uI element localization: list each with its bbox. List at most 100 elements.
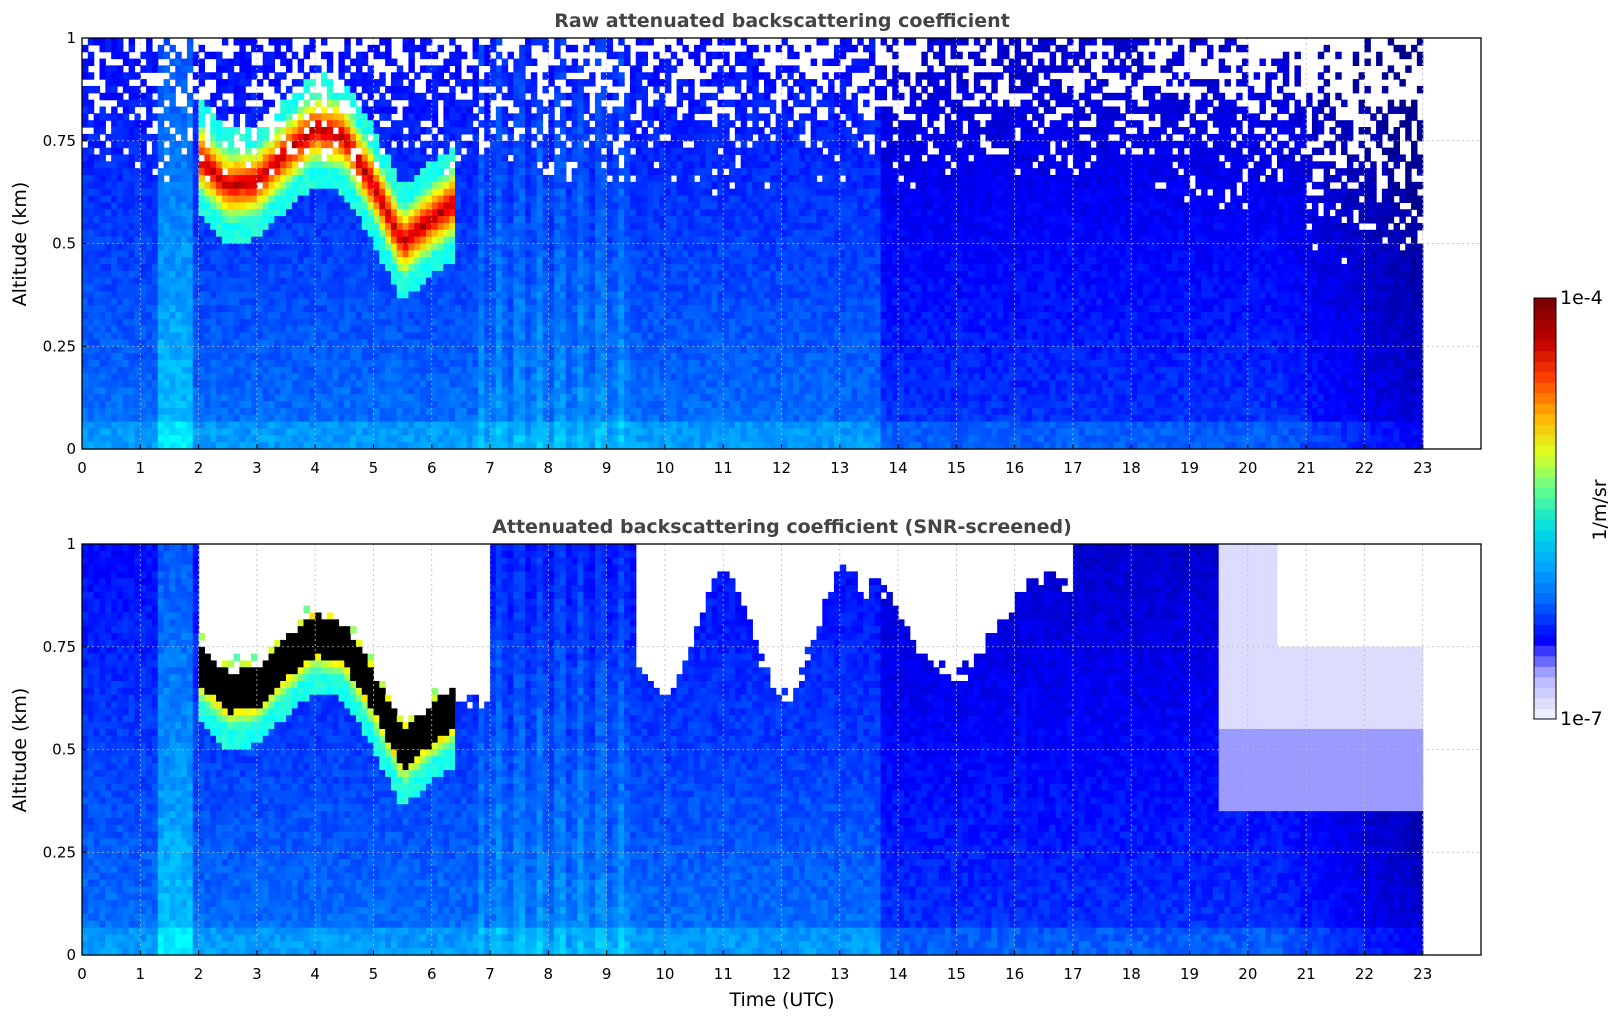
heatmap-column bbox=[379, 38, 386, 450]
heatmap-cell bbox=[251, 387, 258, 395]
heatmap-cell bbox=[501, 264, 509, 272]
heatmap-cell bbox=[478, 257, 485, 265]
heatmap-cell bbox=[455, 79, 462, 87]
heatmap-cell bbox=[280, 222, 287, 231]
heatmap-cell bbox=[286, 85, 293, 94]
heatmap-cell bbox=[181, 72, 188, 80]
heatmap-cell bbox=[163, 51, 171, 60]
heatmap-cell bbox=[192, 284, 200, 293]
heatmap-cell bbox=[256, 305, 264, 313]
heatmap-cell bbox=[449, 175, 456, 183]
heatmap-cell bbox=[321, 401, 328, 409]
heatmap-cell bbox=[519, 421, 526, 430]
heatmap-cell bbox=[385, 243, 392, 251]
heatmap-cell bbox=[122, 353, 130, 361]
heatmap-cell bbox=[449, 99, 456, 108]
heatmap-cell bbox=[134, 305, 141, 313]
heatmap-cell bbox=[128, 44, 136, 53]
heatmap-cell bbox=[414, 421, 421, 430]
heatmap-cell bbox=[490, 339, 497, 347]
heatmap-cell bbox=[221, 222, 229, 231]
heatmap-cell bbox=[204, 421, 211, 430]
heatmap-column bbox=[373, 44, 380, 450]
heatmap-cell bbox=[530, 380, 538, 388]
heatmap-cell bbox=[204, 298, 211, 306]
heatmap-cell bbox=[175, 366, 182, 375]
heatmap-cell bbox=[396, 222, 404, 231]
heatmap-cell bbox=[210, 373, 217, 382]
heatmap-cell bbox=[478, 181, 485, 190]
heatmap-cell bbox=[256, 140, 264, 149]
heatmap-cell bbox=[414, 332, 421, 340]
heatmap-cell bbox=[146, 168, 153, 176]
heatmap-cell bbox=[361, 277, 369, 286]
heatmap-cell bbox=[460, 325, 468, 334]
heatmap-cell bbox=[571, 44, 579, 53]
heatmap-cell bbox=[536, 346, 544, 354]
heatmap-cell bbox=[443, 312, 450, 320]
heatmap-cell bbox=[565, 216, 573, 224]
heatmap-cell bbox=[583, 99, 590, 108]
heatmap-cell bbox=[134, 99, 141, 108]
heatmap-cell bbox=[204, 366, 211, 375]
heatmap-cell bbox=[157, 305, 165, 313]
heatmap-cell bbox=[251, 291, 258, 299]
heatmap-cell bbox=[274, 270, 281, 279]
heatmap-cell bbox=[542, 325, 549, 334]
heatmap-cell bbox=[390, 332, 398, 340]
heatmap-cell bbox=[478, 407, 485, 416]
heatmap-cell bbox=[297, 270, 305, 279]
heatmap-cell bbox=[268, 161, 275, 169]
heatmap-cell bbox=[216, 366, 223, 375]
heatmap-cell bbox=[286, 65, 293, 73]
heatmap-cell bbox=[455, 325, 462, 334]
heatmap-cell bbox=[519, 250, 526, 258]
heatmap-cell bbox=[198, 236, 206, 245]
heatmap-cell bbox=[157, 387, 165, 395]
heatmap-cell bbox=[262, 72, 270, 80]
heatmap-cell bbox=[455, 65, 462, 73]
heatmap-cell bbox=[286, 394, 293, 402]
heatmap-cell bbox=[373, 325, 380, 334]
heatmap-cell bbox=[536, 168, 544, 176]
heatmap-cell bbox=[245, 264, 252, 272]
heatmap-cell bbox=[157, 154, 165, 162]
heatmap-cell bbox=[262, 291, 270, 299]
heatmap-cell bbox=[443, 359, 450, 368]
heatmap-cell bbox=[186, 92, 194, 101]
heatmap-cell bbox=[542, 188, 549, 197]
heatmap-cell bbox=[268, 236, 275, 245]
heatmap-cell bbox=[192, 106, 200, 114]
heatmap-cell bbox=[332, 325, 340, 334]
heatmap-cell bbox=[216, 236, 223, 245]
heatmap-cell bbox=[321, 202, 328, 210]
heatmap-cell bbox=[344, 305, 351, 313]
heatmap-cell bbox=[338, 380, 345, 388]
heatmap-cell bbox=[221, 147, 229, 156]
heatmap-cell bbox=[373, 407, 380, 416]
heatmap-cell bbox=[525, 216, 532, 224]
heatmap-cell bbox=[227, 366, 235, 375]
heatmap-cell bbox=[583, 58, 590, 66]
heatmap-cell bbox=[425, 284, 433, 293]
heatmap-cell bbox=[309, 270, 316, 279]
heatmap-cell bbox=[402, 257, 410, 265]
heatmap-cell bbox=[286, 216, 293, 224]
heatmap-cell bbox=[151, 421, 159, 430]
heatmap-cell bbox=[519, 394, 526, 402]
heatmap-cell bbox=[251, 181, 258, 190]
heatmap-cell bbox=[559, 270, 567, 279]
heatmap-cell bbox=[443, 332, 450, 340]
heatmap-cell bbox=[577, 421, 584, 430]
heatmap-cell bbox=[589, 209, 596, 217]
heatmap-cell bbox=[245, 127, 252, 135]
heatmap-cell bbox=[210, 339, 217, 347]
heatmap-cell bbox=[408, 250, 415, 258]
heatmap-cell bbox=[530, 407, 538, 416]
heatmap-cell bbox=[589, 195, 596, 203]
heatmap-cell bbox=[519, 92, 526, 101]
heatmap-cell bbox=[151, 202, 159, 210]
heatmap-cell bbox=[361, 298, 369, 306]
heatmap-cell bbox=[128, 127, 136, 135]
heatmap-cell bbox=[536, 414, 544, 423]
